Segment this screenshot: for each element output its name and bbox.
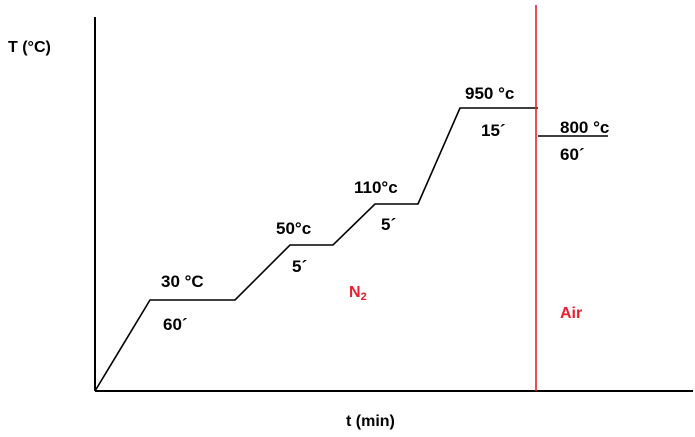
step-1-temperature: 30 °C	[161, 272, 204, 291]
n2-symbol: N	[349, 284, 361, 301]
n2-subscript: 2	[361, 291, 367, 303]
y-axis-label: T (°C)	[8, 39, 51, 56]
step-2-temperature: 50°c	[276, 219, 311, 238]
step-5-duration: 60´	[560, 145, 585, 164]
step-3-duration: 5´	[381, 215, 396, 234]
temperature-profile-line	[94, 107, 538, 392]
step-4-duration: 15´	[481, 121, 506, 140]
step-1-duration: 60´	[163, 315, 188, 334]
step-5-temperature: 800 °c	[560, 118, 609, 137]
x-axis-label: t (min)	[346, 413, 395, 430]
n2-region-label: N2	[349, 284, 367, 303]
air-region-label: Air	[560, 305, 582, 322]
step-4-temperature: 950 °c	[465, 84, 514, 103]
step-2-duration: 5´	[292, 257, 307, 276]
step-3-temperature: 110°c	[354, 178, 398, 197]
